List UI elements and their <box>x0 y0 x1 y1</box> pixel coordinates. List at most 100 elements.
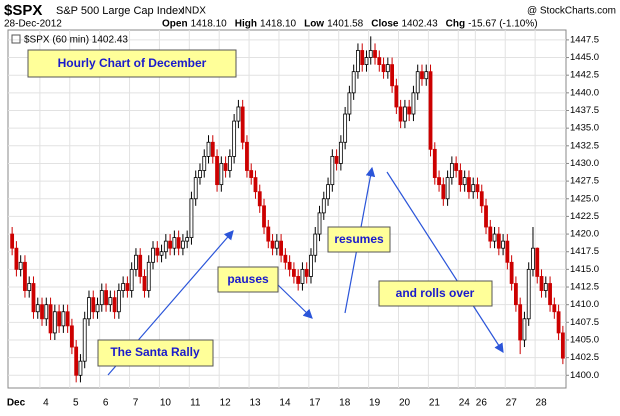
candle-body <box>518 304 523 341</box>
candle-body <box>539 276 544 291</box>
candles <box>10 36 565 383</box>
candle-body <box>232 120 237 157</box>
x-tick-label: 13 <box>250 398 262 409</box>
candle-body <box>296 276 301 284</box>
x-tick-label: 20 <box>399 398 411 409</box>
candle-body <box>52 311 57 334</box>
candle-body <box>48 304 53 334</box>
y-tick-label: 1407.5 <box>570 317 599 328</box>
candle-body <box>526 268 531 320</box>
candle-body <box>437 177 441 186</box>
candle-body <box>411 92 416 115</box>
candle-body <box>509 261 514 284</box>
x-tick-label: 10 <box>160 398 172 409</box>
candle-body <box>155 247 160 256</box>
candle-body <box>398 106 403 122</box>
candle-body <box>279 240 283 256</box>
x-tick-label: 27 <box>506 398 518 409</box>
candle-body <box>125 283 130 291</box>
y-tick-label: 1430.0 <box>570 158 599 169</box>
candle-body <box>108 297 113 306</box>
y-tick-label: 1432.5 <box>570 140 599 151</box>
x-tick-label: 4 <box>43 398 49 409</box>
candle-body <box>142 276 147 291</box>
candle-body <box>326 184 330 200</box>
y-tick-label: 1410.0 <box>570 299 599 310</box>
candle-body <box>274 240 279 249</box>
candle-body <box>227 155 232 171</box>
candle-body <box>330 155 335 186</box>
candle-body <box>432 148 437 178</box>
candle-body <box>257 191 262 207</box>
candle-body <box>104 290 108 306</box>
stat-value: 1418.10 <box>260 19 297 30</box>
candle-body <box>479 191 484 207</box>
candle-body <box>31 283 36 313</box>
y-tick-label: 1447.5 <box>570 34 599 45</box>
candle-body <box>420 71 424 80</box>
candle-body <box>373 50 377 58</box>
candle-body <box>467 177 471 193</box>
candle-body <box>304 268 309 277</box>
candle-body <box>552 304 557 313</box>
candle-body <box>18 261 23 270</box>
candle-body <box>458 170 463 186</box>
candle-body <box>360 50 365 65</box>
arrow <box>386 171 504 354</box>
candle-body <box>338 141 343 164</box>
candle-body <box>74 346 79 376</box>
candle-body <box>321 198 326 214</box>
candle-body <box>236 106 241 122</box>
candle-body <box>219 163 224 186</box>
x-tick-label: 11 <box>190 398 201 409</box>
date: 28-Dec-2012 <box>4 19 62 30</box>
candle-body <box>347 92 352 115</box>
candle-body <box>40 304 44 320</box>
candle-body <box>394 85 399 108</box>
y-tick-label: 1440.0 <box>570 87 599 98</box>
candle-body <box>543 283 548 291</box>
candle-body <box>449 163 454 178</box>
candle-body <box>505 240 510 263</box>
candle-body <box>35 304 40 313</box>
candle-body <box>454 163 459 171</box>
candle-body <box>556 311 561 334</box>
x-tick-label: 24 <box>459 398 471 409</box>
candle-body <box>23 261 27 291</box>
candle-body <box>351 71 356 94</box>
legend: $SPX (60 min) 1402.43 <box>24 35 128 46</box>
candle-body <box>44 304 49 320</box>
candle-body <box>121 283 126 291</box>
candle-body <box>484 205 488 228</box>
candle-body <box>168 240 172 249</box>
stat-label: Open <box>162 19 188 30</box>
candle-body <box>501 240 505 249</box>
candle-body <box>287 261 292 270</box>
x-tick-label: 26 <box>476 398 488 409</box>
candle-body <box>163 240 168 253</box>
y-tick-label: 1425.0 <box>570 193 599 204</box>
candle-body <box>249 170 254 178</box>
candle-body <box>82 318 87 362</box>
candle-body <box>95 304 100 313</box>
stat-value: 1401.58 <box>327 19 364 30</box>
candle-body <box>488 226 493 242</box>
candle-body <box>210 141 215 157</box>
x-tick-label: 28 <box>536 398 548 409</box>
candle-body <box>198 170 202 178</box>
candle-body <box>390 64 394 87</box>
annotation-box <box>97 339 214 367</box>
candle-body <box>496 233 501 249</box>
candle-body <box>462 177 467 186</box>
candle-body <box>57 311 61 327</box>
candle-body <box>364 57 369 65</box>
exchange: INDX <box>182 6 206 17</box>
candle-body <box>14 247 19 270</box>
y-tick-label: 1402.5 <box>570 352 599 363</box>
candle-body <box>206 141 211 157</box>
candle-body <box>283 254 288 263</box>
candle-body <box>176 237 181 249</box>
candle-body <box>343 113 348 143</box>
candle-body <box>377 57 382 65</box>
candle-body <box>172 237 177 249</box>
